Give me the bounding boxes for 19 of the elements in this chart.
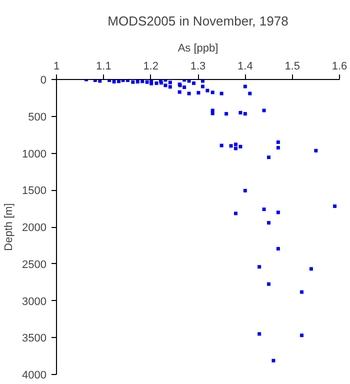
x-tick-label: 1.6 [332,60,348,72]
y-tick-label: 3000 [22,296,47,308]
y-axis-title: Depth [m] [3,203,16,251]
y-tick-label: 500 [28,111,47,124]
x-tick-label: 1.4 [238,60,253,72]
y-tick-label: 4000 [22,370,47,382]
y-tick-label: 0 [40,74,47,86]
y-tick-label: 3500 [22,332,47,345]
x-tick-label: 1.3 [190,60,206,72]
x-tick-label: 1.1 [96,60,112,72]
x-tick-label: 1 [53,60,60,72]
y-tick-label: 2000 [22,222,47,234]
x-tick-label: 1.2 [143,60,158,72]
y-tick-label: 1000 [22,148,47,160]
y-tick-label: 1500 [22,185,47,198]
y-tick-label: 2500 [22,258,47,271]
x-axis-title: As [ppb] [178,42,218,54]
x-tick-label: 1.5 [284,60,300,72]
chart-title: MODS2005 in November, 1978 [108,14,288,28]
